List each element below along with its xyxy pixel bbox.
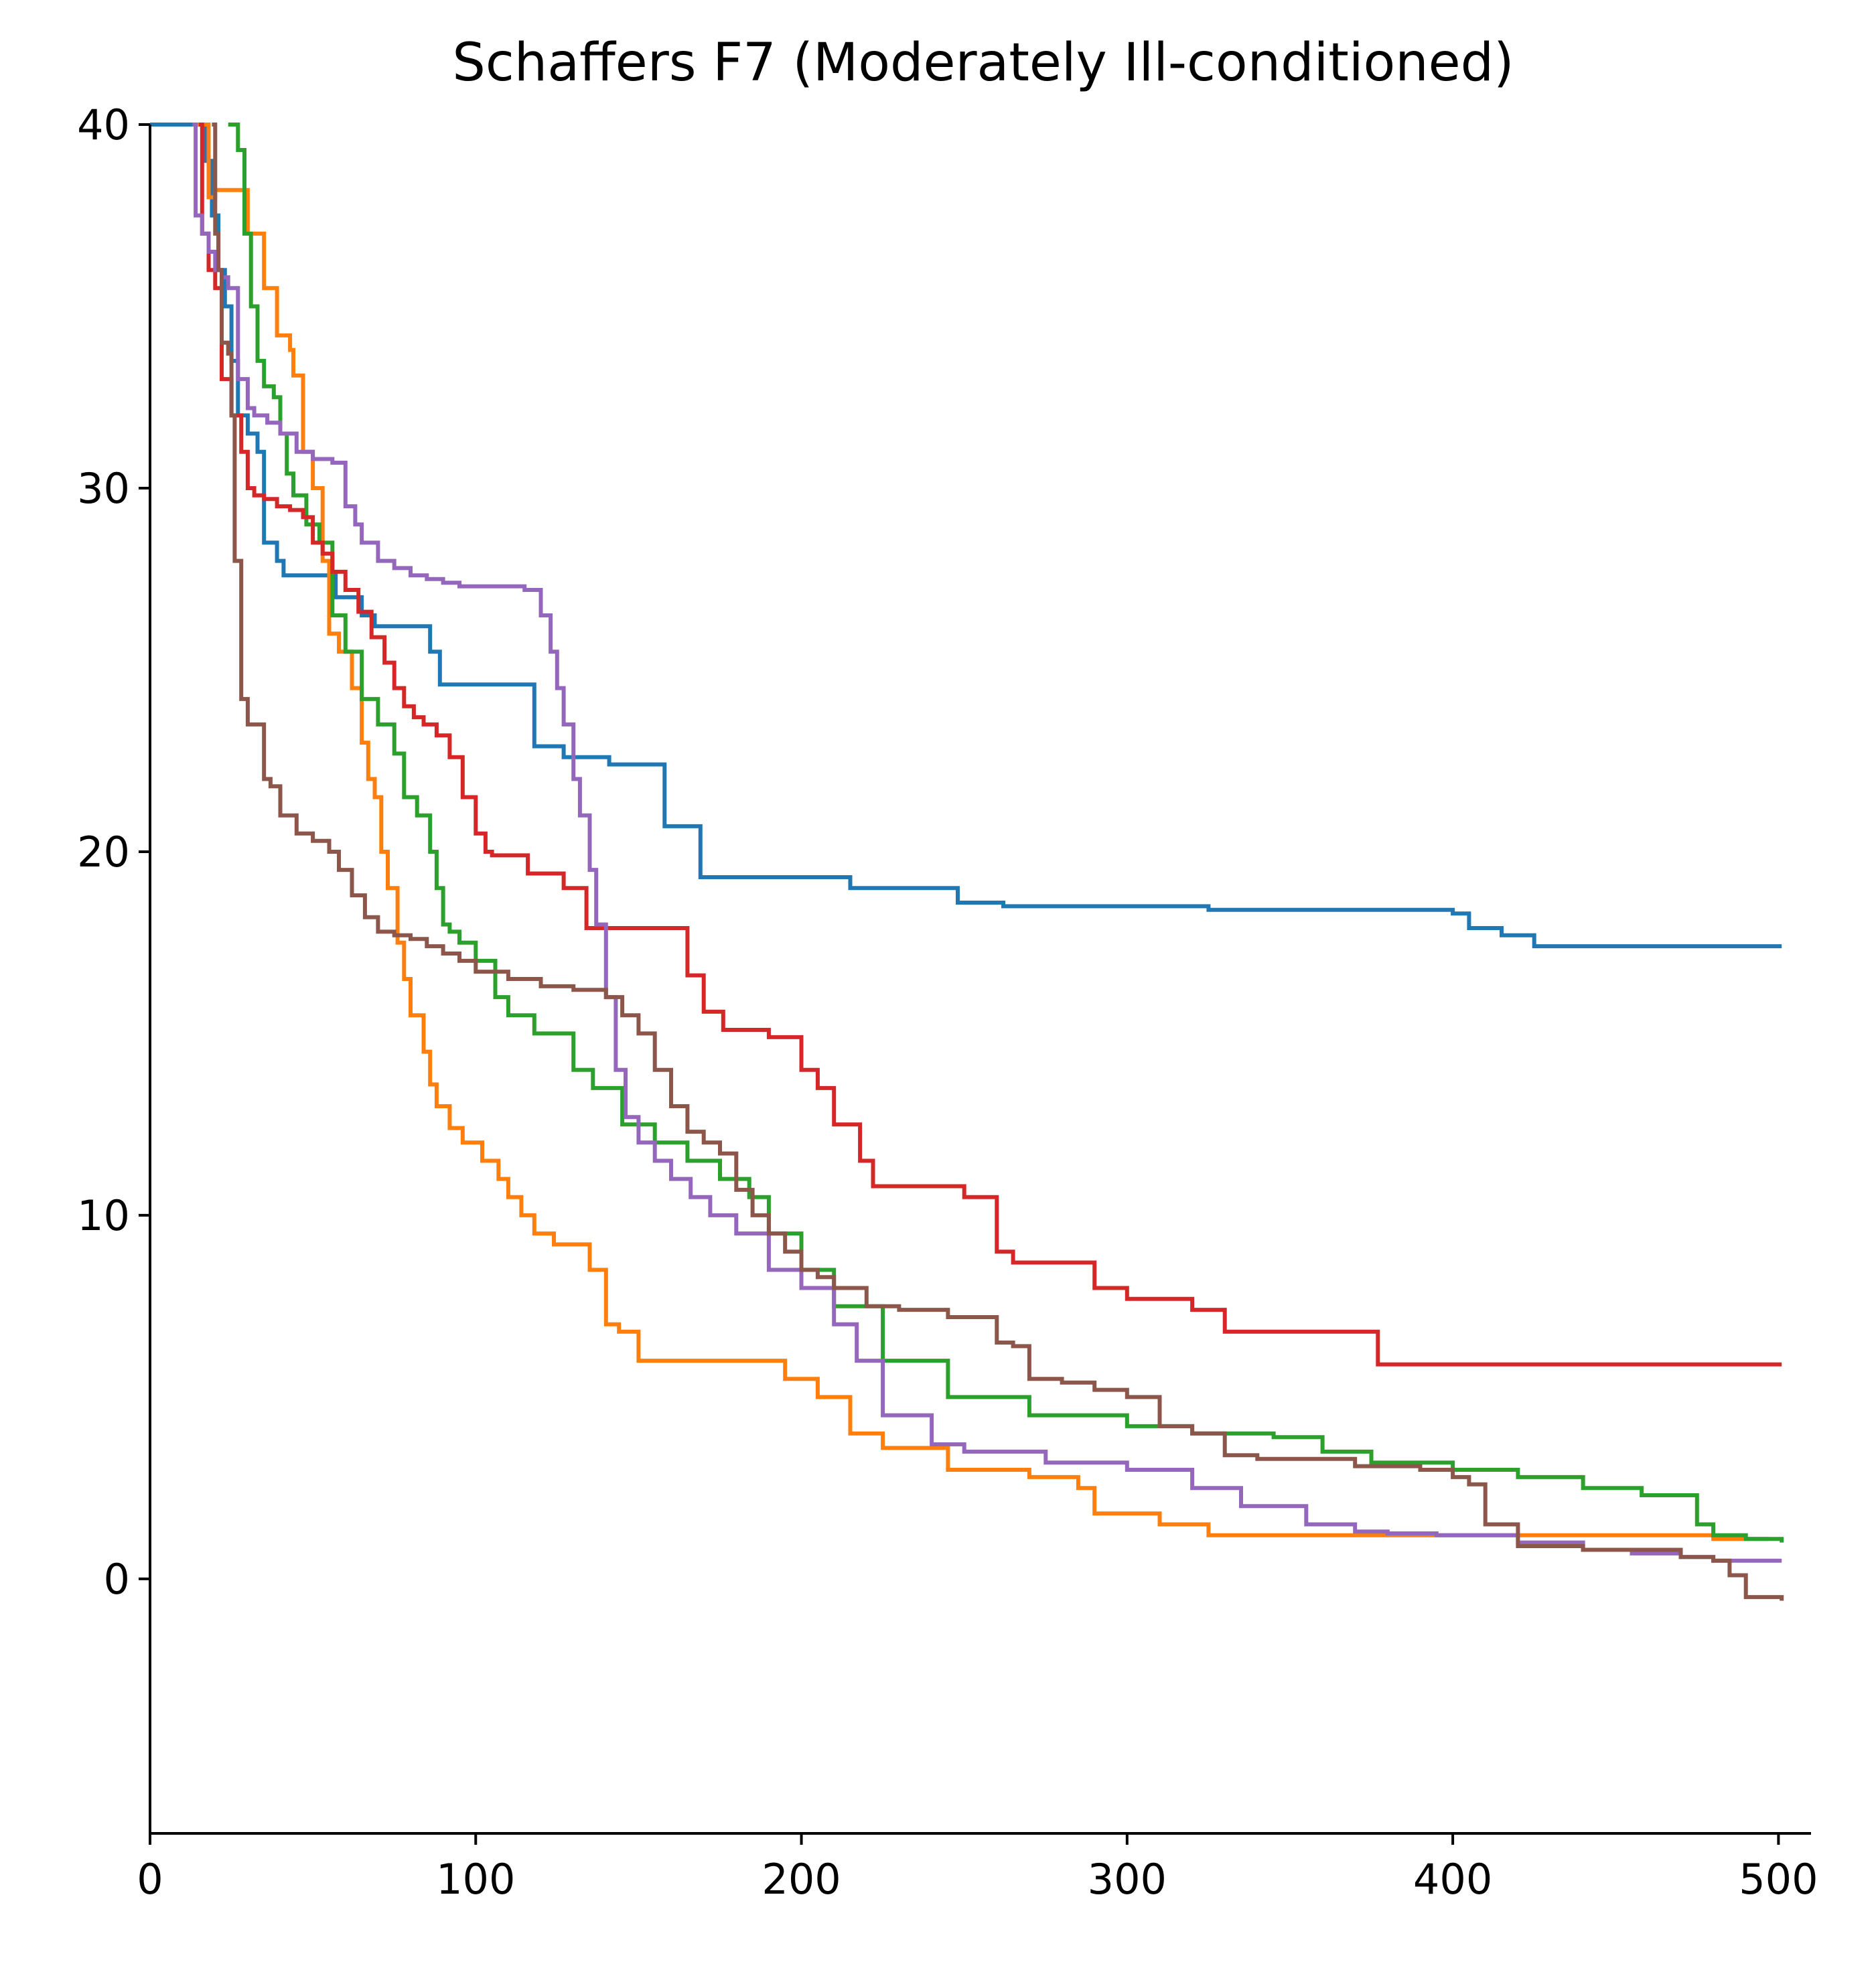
series-line-4 <box>198 123 1782 1367</box>
x-ticks: 0 100 200 300 400 500 <box>137 1833 1818 1904</box>
x-tick-label: 100 <box>436 1855 515 1904</box>
y-tick-label: 40 <box>77 100 130 149</box>
series-line-2 <box>196 123 1769 1541</box>
y-tick-label: 10 <box>77 1191 130 1240</box>
x-tick-label: 0 <box>137 1855 163 1904</box>
series-group <box>150 123 1784 1601</box>
y-tick-label: 30 <box>77 464 130 513</box>
series-line-6 <box>212 123 1784 1601</box>
x-tick-label: 500 <box>1739 1855 1818 1904</box>
series-line-5 <box>192 123 1782 1563</box>
x-tick-label: 200 <box>762 1855 841 1904</box>
y-tick-label: 20 <box>77 828 130 877</box>
x-tick-label: 300 <box>1088 1855 1167 1904</box>
series-line-1 <box>150 123 1782 949</box>
x-tick-label: 400 <box>1413 1855 1492 1904</box>
chart-title: Schaffers F7 (Moderately Ill-conditioned… <box>452 33 1514 93</box>
y-ticks: 0 10 20 30 40 <box>77 100 150 1604</box>
series-line-3 <box>228 123 1784 1543</box>
y-tick-label: 0 <box>104 1555 130 1604</box>
